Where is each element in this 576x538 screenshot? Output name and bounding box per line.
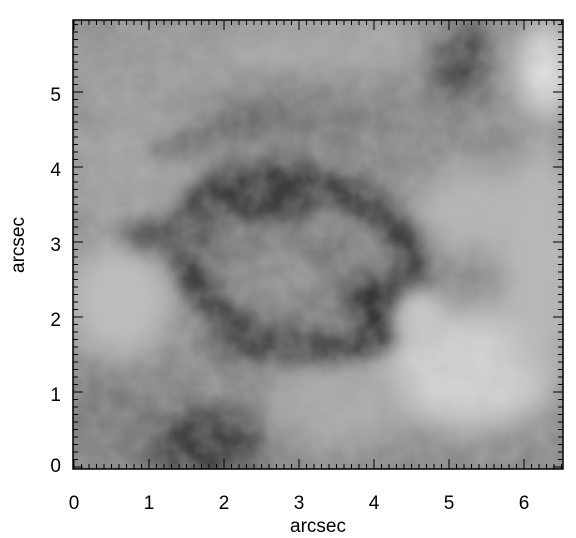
- x-tick-label: 0: [69, 493, 80, 514]
- x-tick-labels: 0 1 2 3 4 5 6: [69, 493, 530, 514]
- y-tick-label: 5: [50, 85, 61, 106]
- x-tick-label: 1: [144, 493, 155, 514]
- y-tick-label: 0: [50, 456, 61, 477]
- y-tick-label: 1: [50, 385, 61, 406]
- y-tick-labels: 0 1 2 3 4 5: [50, 85, 61, 477]
- y-tick-label: 2: [50, 310, 61, 331]
- axis-ticks: [73, 20, 563, 469]
- y-axis-title: arcsec: [8, 217, 29, 273]
- y-tick-label: 3: [50, 235, 61, 256]
- grayscale-image: [73, 20, 563, 469]
- y-tick-label: 4: [50, 160, 61, 181]
- x-axis-title: arcsec: [290, 516, 346, 537]
- plot-frame: [72, 19, 564, 470]
- x-tick-label: 5: [444, 493, 455, 514]
- x-tick-label: 3: [294, 493, 305, 514]
- x-tick-label: 2: [219, 493, 230, 514]
- x-tick-label: 6: [519, 493, 530, 514]
- x-tick-label: 4: [369, 493, 380, 514]
